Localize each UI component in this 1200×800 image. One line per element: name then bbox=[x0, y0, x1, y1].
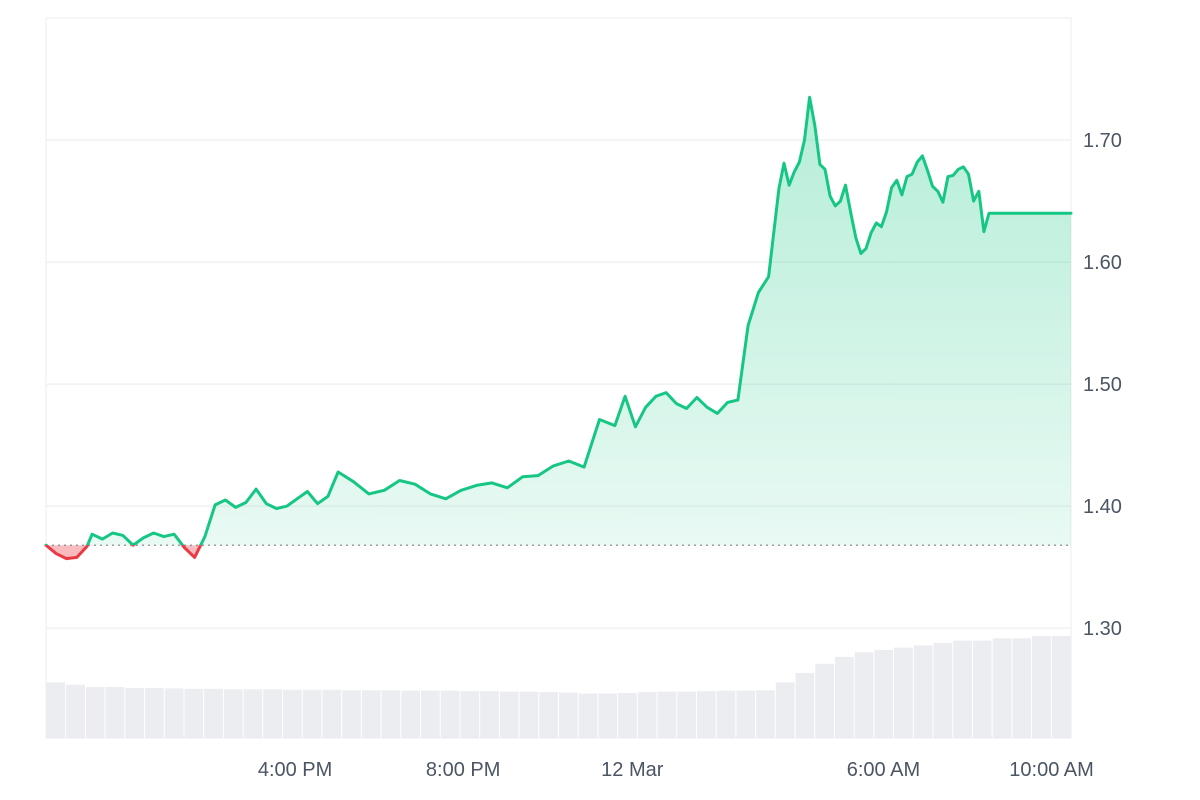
volume-bar bbox=[953, 640, 972, 738]
volume-bar bbox=[874, 649, 894, 738]
volume-bar bbox=[105, 687, 125, 738]
volume-bar bbox=[992, 638, 1012, 738]
volume-bar bbox=[164, 688, 184, 738]
price-area bbox=[46, 97, 1071, 559]
volume-bar bbox=[815, 663, 834, 738]
volume-bar bbox=[598, 693, 618, 738]
volume-bar bbox=[834, 656, 854, 738]
volume-bar bbox=[243, 689, 263, 738]
volume-bar bbox=[716, 690, 736, 738]
volume-bar bbox=[401, 690, 421, 738]
y-tick-label: 1.50 bbox=[1083, 374, 1122, 396]
volume-bar bbox=[933, 642, 953, 738]
volume-bar bbox=[322, 689, 342, 738]
price-line-up bbox=[44, 95, 1073, 546]
y-tick-label: 1.60 bbox=[1083, 252, 1122, 274]
volume-bar bbox=[223, 689, 243, 738]
volume-bar bbox=[440, 690, 460, 738]
volume-bar bbox=[637, 692, 657, 738]
price-area-up bbox=[87, 97, 1071, 546]
volume-bar bbox=[85, 687, 105, 738]
volume-bar bbox=[894, 647, 913, 738]
volume-bar bbox=[854, 652, 874, 738]
volume-bar bbox=[519, 691, 539, 738]
volume-bar bbox=[1051, 636, 1071, 738]
volume-bar bbox=[775, 682, 795, 738]
x-tick-label: 10:00 AM bbox=[1009, 759, 1094, 781]
volume-bar bbox=[302, 689, 322, 738]
volume-bar bbox=[578, 693, 598, 738]
volume-bar bbox=[283, 689, 302, 738]
volume-bar bbox=[381, 690, 401, 738]
x-tick-label: 12 Mar bbox=[601, 759, 664, 781]
volume-bar bbox=[657, 691, 677, 738]
volume-bar bbox=[618, 693, 637, 738]
x-tick-label: 6:00 AM bbox=[847, 759, 920, 781]
volume-bar bbox=[696, 691, 716, 738]
volume-bar bbox=[125, 687, 145, 738]
volume-bar bbox=[361, 690, 381, 738]
volume-bar bbox=[421, 690, 440, 738]
volume-bar bbox=[480, 691, 499, 738]
volume-bars bbox=[46, 636, 1071, 738]
volume-bar bbox=[1032, 636, 1051, 738]
x-tick-label: 4:00 PM bbox=[258, 759, 332, 781]
volume-bar bbox=[795, 673, 815, 738]
volume-bar bbox=[204, 688, 223, 738]
volume-bar bbox=[539, 692, 558, 738]
volume-bar bbox=[972, 640, 992, 738]
volume-bar bbox=[460, 691, 480, 738]
volume-bar bbox=[184, 688, 204, 738]
volume-bar bbox=[677, 691, 696, 738]
y-tick-label: 1.30 bbox=[1083, 618, 1122, 640]
volume-bar bbox=[736, 690, 756, 738]
volume-bar bbox=[1012, 638, 1032, 738]
volume-bar bbox=[499, 691, 519, 738]
volume-bar bbox=[913, 645, 933, 738]
volume-bar bbox=[342, 690, 361, 738]
volume-bar bbox=[756, 690, 775, 738]
y-axis-ticks: 1.30 1.40 1.50 1.60 1.70 bbox=[1083, 130, 1122, 640]
x-axis-ticks: 4:00 PM 8:00 PM 12 Mar 6:00 AM 10:00 AM bbox=[258, 759, 1094, 781]
volume-bar bbox=[66, 684, 85, 738]
volume-bar bbox=[145, 687, 164, 738]
y-tick-label: 1.40 bbox=[1083, 496, 1122, 518]
x-tick-label: 8:00 PM bbox=[426, 759, 500, 781]
volume-bar bbox=[559, 692, 578, 738]
y-tick-label: 1.70 bbox=[1083, 130, 1122, 152]
volume-bar bbox=[263, 689, 283, 738]
volume-bar bbox=[46, 682, 66, 738]
price-line bbox=[44, 95, 1073, 561]
